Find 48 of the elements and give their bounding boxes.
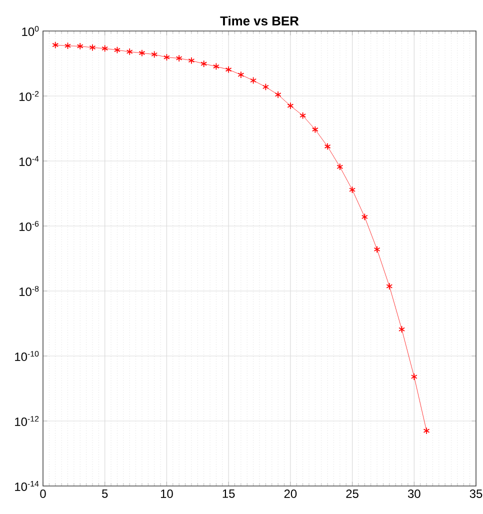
point — [176, 54, 182, 62]
x-tick-label: 25 — [346, 490, 358, 498]
point — [138, 49, 146, 57]
y-tick-label: 10$^{0}$ — [22, 26, 39, 36]
y-tick-label: 10$^{-6}$ — [20, 220, 39, 232]
point — [212, 62, 220, 70]
point — [102, 44, 108, 52]
point — [200, 60, 208, 68]
point — [349, 186, 356, 194]
point — [126, 48, 133, 56]
y-tick-label: 10$^{-10}$ — [15, 350, 39, 362]
y-tick-label: 10$^{-4}$ — [20, 156, 39, 166]
point — [225, 66, 232, 74]
point — [64, 42, 71, 50]
point — [114, 46, 120, 54]
point — [238, 71, 244, 78]
x-tick-label: 0 — [40, 490, 46, 498]
x-tick-label: 15 — [222, 490, 235, 498]
x-tick-label: 10 — [160, 490, 173, 498]
x-tick-label: 35 — [470, 490, 482, 498]
point — [151, 50, 158, 58]
point — [398, 326, 405, 334]
point — [361, 213, 368, 221]
point — [312, 126, 318, 134]
point — [52, 41, 59, 49]
point — [386, 282, 393, 290]
y-tick-label: 10$^{-2}$ — [20, 90, 39, 102]
point — [76, 42, 84, 50]
point — [262, 83, 269, 91]
y-tick-label: 10$^{-14}$ — [15, 481, 39, 491]
point — [250, 76, 257, 84]
point — [336, 163, 344, 171]
y-tick-label: 10$^{-12}$ — [15, 416, 39, 426]
x-tick-label: 30 — [408, 490, 420, 498]
point — [287, 102, 294, 110]
point — [410, 373, 418, 380]
point — [188, 56, 195, 64]
y-tick-label: 10$^{-8}$ — [20, 286, 39, 296]
point — [423, 427, 430, 434]
point — [300, 112, 306, 120]
point — [324, 142, 331, 150]
x-tick-label: 20 — [284, 490, 297, 498]
chart-title: Time vs BER — [220, 16, 299, 26]
point — [164, 54, 170, 61]
point — [374, 246, 380, 254]
point — [89, 44, 96, 52]
x-tick-label: 5 — [102, 490, 108, 498]
point — [274, 91, 282, 98]
